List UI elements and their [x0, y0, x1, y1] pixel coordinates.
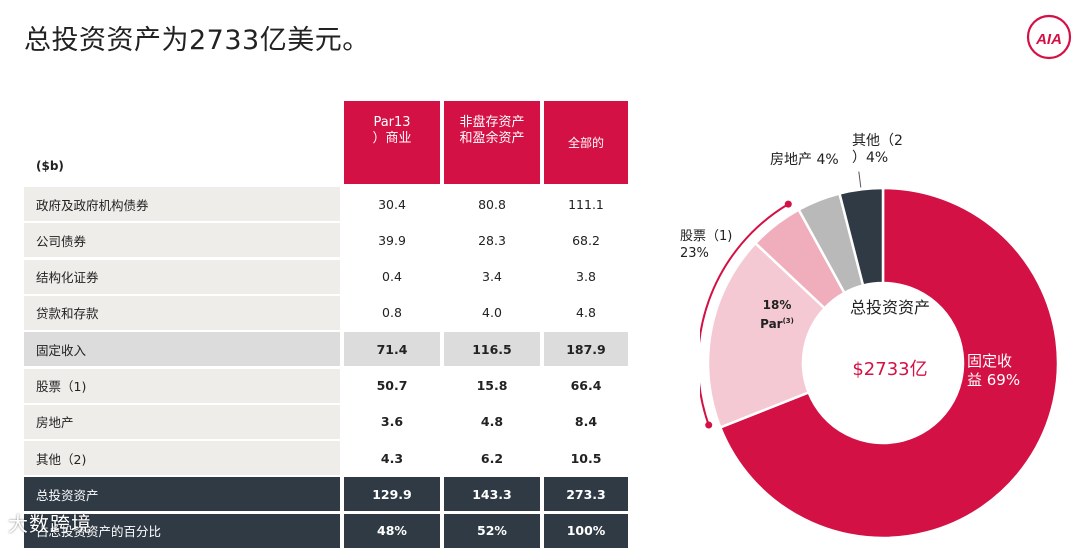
row-value: 52%	[444, 513, 540, 548]
row-value: 129.9	[344, 477, 440, 512]
label-fixed-income: 固定收 益 69%	[967, 352, 1021, 389]
table-row: 房地产 3.6 4.8 8.4	[24, 404, 628, 439]
row-value: 6.2	[444, 441, 540, 476]
row-value: 4.0	[444, 295, 540, 330]
row-value: 71.4	[344, 332, 440, 367]
row-value: 187.9	[544, 332, 628, 367]
header-par: Par13 ）商业	[344, 101, 440, 184]
row-value: 50.7	[344, 368, 440, 403]
row-label: 其他（2)	[24, 441, 340, 476]
row-value: 111.1	[544, 187, 628, 221]
page-title: 总投资资产为2733亿美元。	[24, 25, 370, 56]
table-row: 公司债券 39.9 28.3 68.2	[24, 223, 628, 258]
donut-chart	[700, 171, 1060, 540]
row-value: 100%	[544, 513, 628, 548]
row-value: 273.3	[544, 477, 628, 512]
row-label: 公司债券	[24, 223, 340, 258]
row-value: 4.3	[344, 441, 440, 476]
other-leader-line	[858, 171, 862, 188]
row-label: 固定收入	[24, 332, 340, 367]
label-par: 18% Par(3)	[760, 298, 794, 331]
header-total: 全部的	[544, 101, 628, 184]
table-row: 结构化证券 0.4 3.4 3.8	[24, 259, 628, 294]
row-value: 3.6	[344, 404, 440, 439]
row-label: 结构化证券	[24, 259, 340, 294]
row-label: 股票（1)	[24, 368, 340, 403]
table-row: 贷款和存款 0.8 4.0 4.8	[24, 295, 628, 330]
slice-equity-par	[706, 241, 827, 430]
slice-3	[837, 186, 885, 288]
row-value: 68.2	[544, 223, 628, 258]
row-value: 66.4	[544, 368, 628, 403]
table-row: 股票（1) 50.7 15.8 66.4	[24, 368, 628, 403]
row-value: 30.4	[344, 187, 440, 221]
row-value: 3.4	[444, 259, 540, 294]
center-value: $2733亿	[852, 359, 928, 380]
label-other: 其他（2 ）4%	[852, 133, 903, 166]
row-value: 15.8	[444, 368, 540, 403]
row-value: 28.3	[444, 223, 540, 258]
row-value: 3.8	[544, 259, 628, 294]
table-row: 占总投资资产的百分比 48% 52% 100%	[24, 513, 628, 548]
equity-bracket-dot-bottom	[705, 421, 713, 429]
row-value: 80.8	[444, 187, 540, 221]
center-title: 总投资资产	[849, 298, 930, 317]
row-value: 116.5	[444, 332, 540, 367]
row-value: 4.8	[444, 404, 540, 439]
row-value: 143.3	[444, 477, 540, 512]
row-value: 39.9	[344, 223, 440, 258]
row-value: 4.8	[544, 295, 628, 330]
row-label: 政府及政府机构债券	[24, 187, 340, 221]
row-value: 10.5	[544, 441, 628, 476]
row-value: 0.8	[344, 295, 440, 330]
label-equities: 股票（1) 23%	[680, 229, 733, 261]
row-label: 总投资资产	[24, 477, 340, 512]
row-value: 0.4	[344, 259, 440, 294]
unit-label: ($b)	[36, 159, 64, 173]
row-value: 8.4	[544, 404, 628, 439]
row-label: 房地产	[24, 404, 340, 439]
header-non-par: 非盘存资产和盈余资产	[444, 101, 540, 184]
table-row: 政府及政府机构债券 30.4 80.8 111.1	[24, 187, 628, 221]
equity-bracket-dot-top	[784, 200, 792, 208]
table-row: 其他（2) 4.3 6.2 10.5	[24, 441, 628, 476]
table-row: 总投资资产 129.9 143.3 273.3	[24, 477, 628, 512]
equity-bracket	[700, 203, 789, 426]
watermark: 大数跨境	[8, 512, 92, 536]
row-value: 48%	[344, 513, 440, 548]
label-real-estate: 房地产 4%	[770, 152, 839, 168]
aia-logo-icon: AIA	[1026, 14, 1072, 60]
svg-text:AIA: AIA	[1035, 31, 1062, 48]
slice-0	[718, 186, 1060, 540]
table-row: 固定收入 71.4 116.5 187.9	[24, 332, 628, 367]
row-label: 贷款和存款	[24, 295, 340, 330]
